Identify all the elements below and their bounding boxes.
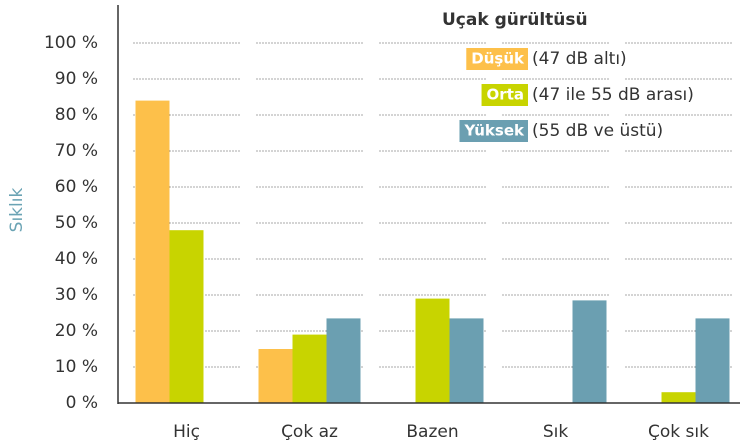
bar bbox=[415, 298, 450, 403]
legend-label: Düşük bbox=[471, 50, 525, 68]
x-tick-label: Çok az bbox=[281, 422, 338, 442]
y-tick-label: 70 % bbox=[55, 141, 98, 161]
legend-label: Yüksek bbox=[463, 122, 525, 140]
y-tick-label: 0 % bbox=[66, 393, 98, 413]
bar bbox=[258, 349, 293, 403]
bar bbox=[449, 318, 484, 403]
x-tick-label: Bazen bbox=[406, 422, 458, 442]
y-tick-label: 10 % bbox=[55, 357, 98, 377]
y-tick-label: 100 % bbox=[44, 33, 98, 53]
y-tick-label: 50 % bbox=[55, 213, 98, 233]
y-tick-label: 90 % bbox=[55, 69, 98, 89]
bar bbox=[326, 318, 361, 403]
x-tick-label: Çok sık bbox=[648, 422, 709, 442]
y-tick-label: 80 % bbox=[55, 105, 98, 125]
legend-swatch bbox=[466, 48, 528, 70]
y-tick-label: 60 % bbox=[55, 177, 98, 197]
bar bbox=[695, 318, 730, 403]
y-tick-label: 20 % bbox=[55, 321, 98, 341]
bar bbox=[169, 230, 204, 403]
x-tick-label: Hiç bbox=[173, 422, 200, 442]
legend-description: (47 dB altı) bbox=[532, 49, 627, 69]
legend-description: (55 dB ve üstü) bbox=[532, 121, 663, 141]
bar bbox=[661, 392, 696, 403]
y-tick-label: 30 % bbox=[55, 285, 98, 305]
y-axis-label: Sıklık bbox=[7, 188, 27, 233]
legend-swatch bbox=[459, 120, 528, 142]
legend-label: Orta bbox=[487, 86, 524, 104]
bar bbox=[572, 300, 607, 403]
y-tick-label: 40 % bbox=[55, 249, 98, 269]
x-tick-label: Sık bbox=[543, 422, 569, 442]
bar bbox=[292, 334, 327, 403]
legend-title: Uçak gürültüsü bbox=[442, 10, 588, 30]
bar bbox=[135, 100, 170, 403]
legend-description: (47 ile 55 dB arası) bbox=[532, 85, 694, 105]
legend-swatch bbox=[481, 84, 528, 106]
